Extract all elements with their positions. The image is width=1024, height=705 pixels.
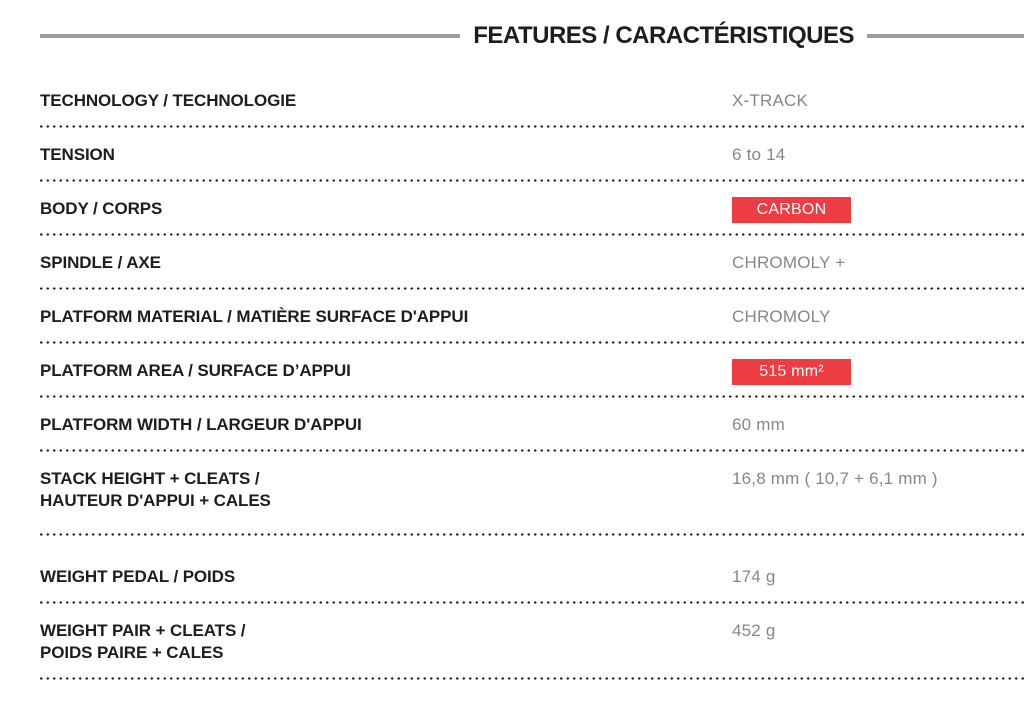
label-line: PLATFORM WIDTH / LARGEUR D'APPUI bbox=[40, 415, 362, 434]
dotted-divider bbox=[38, 287, 1024, 290]
dotted-divider bbox=[38, 601, 1024, 604]
label-line: STACK HEIGHT + CLEATS / bbox=[40, 469, 260, 488]
spec-row: WEIGHT PAIR + CLEATS / POIDS PAIRE + CALE… bbox=[38, 604, 1024, 680]
header-rule-left bbox=[40, 34, 461, 38]
label-line: TENSION bbox=[40, 145, 115, 164]
label-line: HAUTEUR D'APPUI + CALES bbox=[40, 491, 271, 510]
spec-label: BODY / CORPS bbox=[40, 198, 732, 220]
dotted-divider bbox=[38, 179, 1024, 182]
spec-value: 6 to 14 bbox=[732, 145, 786, 164]
label-line: TECHNOLOGY / TECHNOLOGIE bbox=[40, 91, 297, 110]
label-line: PLATFORM AREA / SURFACE D’APPUI bbox=[40, 361, 351, 380]
spec-row: PLATFORM AREA / SURFACE D’APPUI 515 mm² bbox=[38, 344, 1024, 398]
spec-label: TENSION bbox=[40, 144, 732, 166]
dotted-divider bbox=[38, 533, 1024, 536]
dotted-divider bbox=[38, 677, 1024, 680]
dotted-divider bbox=[38, 395, 1024, 398]
spec-row: BODY / CORPS CARBON bbox=[38, 182, 1024, 236]
spec-row: TECHNOLOGY / TECHNOLOGIE X-TRACK bbox=[38, 74, 1024, 128]
spec-row: PLATFORM MATERIAL / MATIÈRE SURFACE D'AP… bbox=[38, 290, 1024, 344]
spec-label: SPINDLE / AXE bbox=[40, 252, 732, 274]
spec-label: STACK HEIGHT + CLEATS / HAUTEUR D'APPUI +… bbox=[40, 468, 732, 512]
spec-value: 60 mm bbox=[732, 415, 785, 434]
dotted-divider bbox=[38, 233, 1024, 236]
spec-value: CARBON bbox=[732, 197, 1024, 223]
dotted-divider bbox=[38, 341, 1024, 344]
highlight-badge: 515 mm² bbox=[732, 359, 851, 385]
spec-row: STACK HEIGHT + CLEATS / HAUTEUR D'APPUI +… bbox=[38, 452, 1024, 536]
spec-label: WEIGHT PAIR + CLEATS / POIDS PAIRE + CALE… bbox=[40, 620, 732, 664]
spec-label: PLATFORM AREA / SURFACE D’APPUI bbox=[40, 360, 732, 382]
spec-row: WEIGHT PEDAL / POIDS 174 g bbox=[38, 536, 1024, 604]
spec-value: CHROMOLY bbox=[732, 307, 831, 326]
label-line: SPINDLE / AXE bbox=[40, 253, 161, 272]
label-line: WEIGHT PAIR + CLEATS / bbox=[40, 621, 246, 640]
label-line: WEIGHT PEDAL / POIDS bbox=[40, 567, 236, 586]
spec-row: SPINDLE / AXE CHROMOLY + bbox=[38, 236, 1024, 290]
features-header: FEATURES / CARACTÉRISTIQUES bbox=[40, 0, 1024, 50]
label-line: PLATFORM MATERIAL / MATIÈRE SURFACE D'AP… bbox=[40, 307, 469, 326]
spec-value: 174 g bbox=[732, 567, 776, 586]
spec-table: TECHNOLOGY / TECHNOLOGIE X-TRACK TENSION… bbox=[38, 74, 1024, 680]
spec-value: 452 g bbox=[732, 621, 776, 640]
dotted-divider bbox=[38, 125, 1024, 128]
spec-label: TECHNOLOGY / TECHNOLOGIE bbox=[40, 90, 732, 112]
spec-row: TENSION 6 to 14 bbox=[38, 128, 1024, 182]
label-line: BODY / CORPS bbox=[40, 199, 163, 218]
label-line: POIDS PAIRE + CALES bbox=[40, 643, 224, 662]
dotted-divider bbox=[38, 449, 1024, 452]
spec-value: 515 mm² bbox=[732, 359, 1024, 385]
spec-row: PLATFORM WIDTH / LARGEUR D'APPUI 60 mm bbox=[38, 398, 1024, 452]
page-title: FEATURES / CARACTÉRISTIQUES bbox=[473, 22, 854, 49]
highlight-badge: CARBON bbox=[732, 197, 851, 223]
spec-label: PLATFORM WIDTH / LARGEUR D'APPUI bbox=[40, 414, 732, 436]
spec-value: 16,8 mm ( 10,7 + 6,1 mm ) bbox=[732, 469, 938, 488]
header-rule-right bbox=[867, 34, 1024, 38]
spec-value: CHROMOLY + bbox=[732, 253, 846, 272]
spec-label: PLATFORM MATERIAL / MATIÈRE SURFACE D'AP… bbox=[40, 306, 732, 328]
spec-value: X-TRACK bbox=[732, 91, 809, 110]
spec-label: WEIGHT PEDAL / POIDS bbox=[40, 566, 732, 588]
